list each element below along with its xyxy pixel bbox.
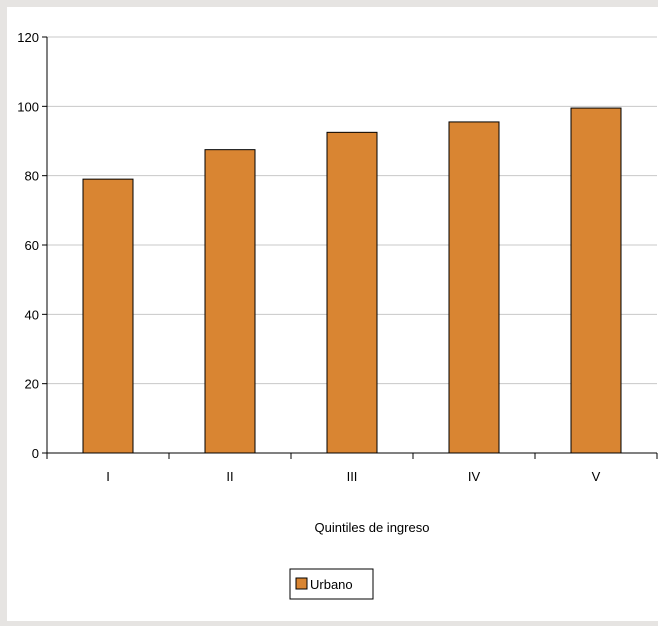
chart-frame: 0 20 40 60 80 100 120 I II III IV V Quintiles de i… (7, 7, 658, 621)
bar-V (570, 107, 622, 454)
y-tick-label: 60 (25, 238, 39, 253)
bar-II (204, 149, 256, 454)
x-tick-label: V (592, 469, 601, 484)
y-tick-label: 120 (17, 30, 39, 45)
y-tick-labels: 0 20 40 60 80 100 120 (17, 30, 39, 461)
bars (82, 107, 622, 454)
bar-IV (448, 121, 500, 454)
bar-III (326, 131, 378, 454)
x-tick-label: IV (468, 469, 481, 484)
y-tick-label: 80 (25, 169, 39, 184)
x-tick-labels: I II III IV V (106, 469, 600, 484)
x-tick-label: II (226, 469, 233, 484)
x-tick-label: I (106, 469, 110, 484)
x-tick-label: III (347, 469, 358, 484)
legend: Urbano (289, 568, 374, 600)
legend-swatch (295, 577, 308, 590)
y-tick-label: 100 (17, 99, 39, 114)
axes (42, 36, 658, 459)
y-tick-label: 0 (32, 446, 39, 461)
y-tick-label: 40 (25, 307, 39, 322)
x-axis-label: Quintiles de ingreso (315, 520, 430, 535)
legend-label: Urbano (310, 577, 353, 592)
bar-I (82, 178, 134, 454)
y-tick-label: 20 (25, 377, 39, 392)
